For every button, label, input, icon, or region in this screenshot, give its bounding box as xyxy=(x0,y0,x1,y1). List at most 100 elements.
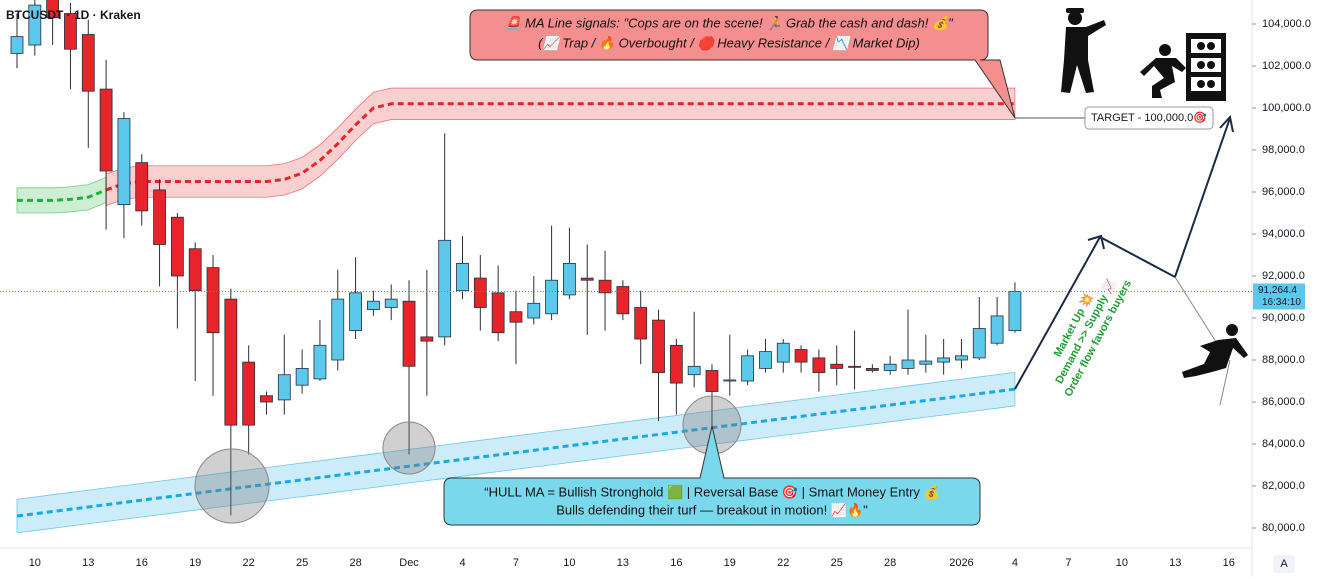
candle-body xyxy=(384,298,398,308)
candle-body xyxy=(759,351,772,369)
candle-body xyxy=(580,277,594,281)
candle-body xyxy=(812,357,826,374)
x-tick-label: 25 xyxy=(831,557,843,569)
projection-path xyxy=(1014,117,1231,390)
candle-body xyxy=(188,248,202,292)
x-tick-label: 4 xyxy=(1012,557,1018,569)
plot-area xyxy=(0,0,1252,534)
candle-body xyxy=(616,286,630,315)
x-tick-label: 25 xyxy=(296,557,308,569)
candle-body xyxy=(456,263,469,292)
last-price-box xyxy=(1253,283,1305,310)
x-tick-label: 22 xyxy=(777,557,789,569)
x-tick-label: 13 xyxy=(1169,557,1181,569)
target-box xyxy=(1084,106,1214,130)
candle-body xyxy=(901,359,915,369)
candle-body xyxy=(830,363,844,369)
candle-body xyxy=(81,34,95,92)
candle-body xyxy=(420,336,434,342)
y-tick-label: 92,000.0 xyxy=(1262,270,1305,282)
x-tick-label: 13 xyxy=(82,557,94,569)
police-silhouette xyxy=(1061,8,1106,93)
support-callout-box xyxy=(443,425,981,526)
auto-scale-button[interactable] xyxy=(1273,555,1295,573)
highlight-circle xyxy=(194,448,270,524)
x-tick-label: 2026 xyxy=(949,557,973,569)
candle-body xyxy=(349,292,362,332)
candle-body xyxy=(46,0,60,19)
rope xyxy=(1219,359,1231,406)
candle-body xyxy=(705,370,719,392)
y-tick-label: 80,000.0 xyxy=(1262,522,1305,534)
candle-body xyxy=(10,36,24,54)
candle-body xyxy=(99,88,113,172)
candle-body xyxy=(473,277,487,308)
robbers-silhouette xyxy=(1140,33,1226,101)
candle-body xyxy=(1008,291,1022,332)
x-tick-label: Dec xyxy=(399,557,419,569)
arrow-head xyxy=(1087,234,1105,250)
y-tick-label: 94,000.0 xyxy=(1262,228,1305,240)
candle-body xyxy=(972,328,986,359)
candle-body xyxy=(937,357,951,363)
candle-body xyxy=(741,355,755,382)
x-tick-label: 19 xyxy=(189,557,201,569)
y-tick-label: 84,000.0 xyxy=(1262,438,1305,450)
candle-body xyxy=(295,368,309,386)
candle-body xyxy=(865,368,879,371)
y-tick-label: 102,000.0 xyxy=(1262,60,1311,72)
ma-band xyxy=(105,87,1016,207)
candle-body xyxy=(277,374,291,401)
candle-body xyxy=(153,189,166,245)
x-tick-label: 7 xyxy=(513,557,519,569)
y-tick-label: 104,000.0 xyxy=(1262,18,1311,30)
candle-body xyxy=(634,307,648,340)
candle-body xyxy=(331,298,345,361)
axes: BTCUSDT · 1D · Kraken A 80,000.0 82,000.0… xyxy=(6,8,1311,573)
candle-body xyxy=(955,355,968,361)
auto-scale-label[interactable]: A xyxy=(1280,558,1288,570)
x-tick-label: 16 xyxy=(1223,557,1235,569)
y-tick-label: 98,000.0 xyxy=(1262,144,1305,156)
x-tick-label: 7 xyxy=(1065,557,1071,569)
last-price-label: 91,264.4 xyxy=(1258,285,1297,296)
candle-body xyxy=(563,263,576,296)
y-tick-label: 100,000.0 xyxy=(1262,102,1311,114)
arrow-head xyxy=(1219,114,1234,133)
candle-body xyxy=(117,118,131,206)
callout-text: (📈 Trap / 🔥 Overbought / 🛑 Heavy Resista… xyxy=(538,35,920,50)
y-tick-label: 88,000.0 xyxy=(1262,354,1305,366)
candle-body xyxy=(206,267,220,334)
x-tick-label: 13 xyxy=(617,557,629,569)
ma-line xyxy=(16,387,1016,518)
callout-text: 🚨 MA Line signals: "Cops are on the scen… xyxy=(505,15,954,31)
candle-body xyxy=(723,379,737,382)
candle-body xyxy=(242,361,256,426)
candle-body xyxy=(669,344,683,384)
resistance-callout-box xyxy=(469,9,1016,119)
candle-body xyxy=(652,319,665,374)
ma-line xyxy=(17,188,107,202)
candle-body xyxy=(135,162,149,212)
callout-text: Bulls defending their turf — breakout in… xyxy=(556,502,868,517)
x-tick-label: 10 xyxy=(563,557,575,569)
candle-body xyxy=(64,13,77,50)
candle-body xyxy=(990,315,1004,344)
x-tick-label: 28 xyxy=(884,557,896,569)
candle-body xyxy=(28,4,42,46)
candle-body xyxy=(919,360,933,365)
y-tick-label: 86,000.0 xyxy=(1262,396,1305,408)
candle-body xyxy=(402,300,416,367)
y-tick-label: 90,000.0 xyxy=(1262,312,1305,324)
x-tick-label: 4 xyxy=(459,557,465,569)
target-label: TARGET - 100,000.0🎯 xyxy=(1091,111,1207,124)
candle-body xyxy=(509,311,523,323)
callout-text: “HULL MA = Bullish Stronghold 🟩 | Revers… xyxy=(484,484,939,500)
candle-body xyxy=(848,365,861,368)
candle-body xyxy=(313,344,327,380)
x-tick-label: 28 xyxy=(349,557,361,569)
x-tick-label: 16 xyxy=(670,557,682,569)
x-tick-label: 22 xyxy=(243,557,255,569)
x-tick-label: 19 xyxy=(724,557,736,569)
countdown-label: 16:34:10 xyxy=(1262,297,1301,308)
